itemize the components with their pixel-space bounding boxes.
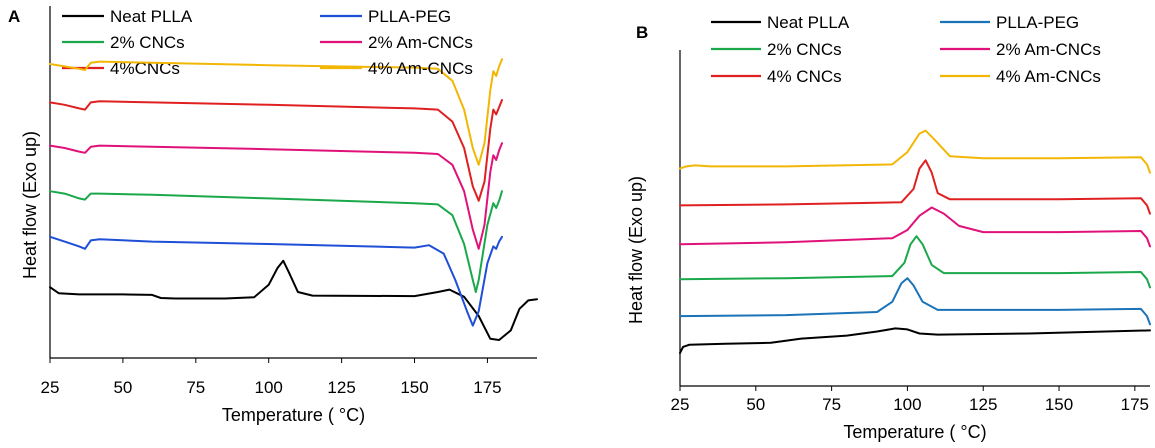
legend-label: PLLA-PEG	[996, 13, 1079, 32]
legend-label: Neat PLLA	[767, 13, 850, 32]
series-line-plla-peg	[679, 277, 1151, 326]
legend-label: Neat PLLA	[110, 7, 193, 26]
panel-label: A	[8, 7, 20, 26]
series-line-2-am-cncs	[49, 142, 503, 250]
x-tick-label: 175	[473, 378, 501, 397]
series-line-4-am-cncs	[49, 58, 503, 166]
legend-label: PLLA-PEG	[368, 7, 451, 26]
x-tick-label: 50	[746, 395, 765, 414]
x-tick-label: 150	[400, 378, 428, 397]
legend-label: 2% CNCs	[110, 33, 185, 52]
x-axis-title: Temperature ( °C)	[222, 405, 365, 425]
x-tick-label: 25	[671, 395, 690, 414]
x-tick-label: 75	[186, 378, 205, 397]
x-axis-title: Temperature ( °C)	[843, 422, 986, 442]
x-tick-label: 125	[327, 378, 355, 397]
series-line-2-cncs	[679, 235, 1151, 289]
y-axis-title: Heat flow (Exo up)	[626, 176, 646, 324]
chart-panel-b: B 25 50 75 100 125 150 175 Temperature ( °C) Heat…	[626, 13, 1151, 442]
x-tick-label: 100	[255, 378, 283, 397]
series-line-2-cncs	[49, 190, 503, 293]
x-tick-label: 175	[1121, 395, 1149, 414]
x-tick-label: 75	[822, 395, 841, 414]
x-tick-label: 125	[969, 395, 997, 414]
series-line-neat-plla	[679, 327, 1151, 354]
series-line-4-cncs	[49, 99, 503, 202]
legend-label: 2% CNCs	[767, 40, 842, 59]
series-line-plla-peg	[49, 235, 503, 327]
series-line-2-am-cncs	[679, 206, 1151, 248]
panel-label: B	[636, 23, 648, 42]
x-tick-label: 100	[893, 395, 921, 414]
legend-label: 4% CNCs	[767, 67, 842, 86]
series-line-4-cncs	[679, 159, 1151, 215]
x-tick-label: 50	[113, 378, 132, 397]
legend-label: 2% Am-CNCs	[996, 40, 1101, 59]
chart-panel-a: A 25 50 75 100 125 150 175 Temperature ( °C) Heat…	[8, 6, 538, 425]
series-line-4-am-cncs	[679, 129, 1151, 174]
x-tick-label: 150	[1045, 395, 1073, 414]
legend-label: 4% Am-CNCs	[368, 59, 473, 78]
legend-label: 2% Am-CNCs	[368, 33, 473, 52]
series-line-neat-plla	[49, 259, 538, 341]
legend-label: 4% Am-CNCs	[996, 67, 1101, 86]
x-tick-label: 25	[41, 378, 60, 397]
y-axis-title: Heat flow (Exo up)	[20, 131, 40, 279]
